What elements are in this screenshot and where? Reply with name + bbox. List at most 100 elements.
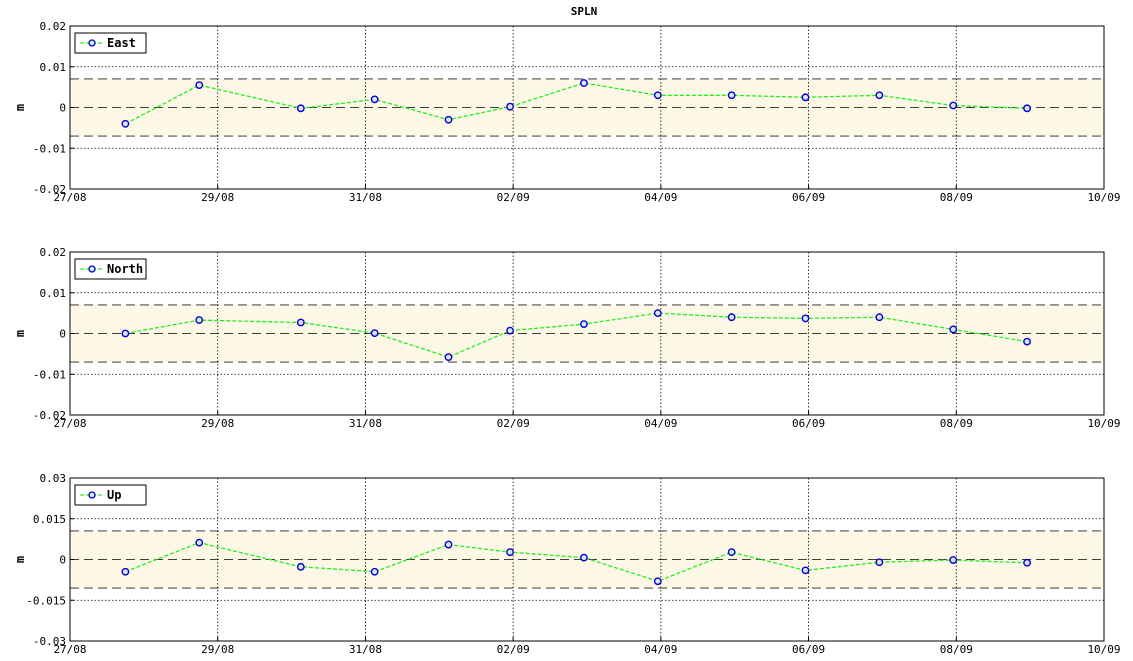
x-tick-label: 06/09 bbox=[792, 191, 825, 204]
plot-frame bbox=[69, 251, 1105, 416]
y-tick-label: -0.03 bbox=[33, 635, 66, 648]
data-point bbox=[506, 548, 514, 557]
data-point bbox=[506, 326, 514, 335]
x-tick-label: 02/09 bbox=[497, 643, 530, 656]
x-tick-label: 10/09 bbox=[1087, 191, 1120, 204]
x-tick-label: 06/09 bbox=[792, 643, 825, 656]
data-point bbox=[653, 309, 662, 318]
x-tick-label: 10/09 bbox=[1087, 417, 1120, 430]
data-point bbox=[370, 329, 379, 337]
data-point bbox=[949, 101, 958, 110]
data-point bbox=[580, 79, 588, 87]
y-tick-label: 0 bbox=[59, 102, 66, 115]
x-tick-label: 27/08 bbox=[53, 191, 86, 204]
data-point bbox=[949, 556, 958, 564]
x-tick-label: 08/09 bbox=[940, 191, 973, 204]
legend-box bbox=[74, 484, 147, 506]
legend-marker bbox=[88, 491, 96, 499]
x-tick-label: 04/09 bbox=[644, 191, 677, 204]
y-tick-label: 0.01 bbox=[40, 287, 67, 300]
data-point bbox=[195, 316, 204, 324]
x-tick-label: 04/09 bbox=[644, 643, 677, 656]
data-point bbox=[506, 102, 514, 111]
x-tick-label: 08/09 bbox=[940, 643, 973, 656]
x-tick-label: 29/08 bbox=[201, 643, 234, 656]
x-tick-label: 31/08 bbox=[349, 417, 382, 430]
legend-marker bbox=[88, 39, 96, 47]
panel-east: 27/08 29/08 31/08 02/09 04/09 06/09 08/09 10/09… bbox=[13, 20, 1121, 204]
data-point bbox=[801, 93, 810, 102]
y-tick-label: 0 bbox=[59, 328, 66, 341]
plot-frame bbox=[69, 25, 1105, 190]
data-point bbox=[727, 313, 736, 322]
y-tick-label: -0.02 bbox=[33, 409, 66, 422]
legend-label: East bbox=[107, 36, 136, 50]
y-tick-label: 0 bbox=[59, 554, 66, 567]
x-tick-label: 31/08 bbox=[349, 643, 382, 656]
data-point bbox=[370, 95, 379, 104]
panel-up: 27/08 29/08 31/08 02/09 04/09 06/09 08/09 10/09… bbox=[13, 472, 1121, 656]
y-tick-label: -0.01 bbox=[33, 142, 66, 155]
figure-title: SPLN bbox=[571, 5, 598, 18]
legend: North bbox=[74, 258, 147, 280]
y-tick-label: 0.01 bbox=[40, 61, 67, 74]
data-point bbox=[444, 353, 453, 362]
plot-frame bbox=[69, 477, 1105, 642]
legend: Up bbox=[74, 484, 147, 506]
x-tick-label: 27/08 bbox=[53, 643, 86, 656]
x-tick-label: 29/08 bbox=[201, 417, 234, 430]
data-point bbox=[727, 548, 736, 557]
data-point bbox=[121, 119, 130, 128]
panel-north: 27/08 29/08 31/08 02/09 04/09 06/09 08/09 10/09… bbox=[13, 246, 1121, 430]
data-point bbox=[653, 577, 662, 586]
data-point bbox=[1023, 558, 1031, 567]
legend-label: Up bbox=[107, 488, 121, 502]
data-point bbox=[195, 538, 204, 547]
data-point bbox=[875, 558, 884, 567]
data-point bbox=[580, 553, 588, 562]
x-tick-label: 02/09 bbox=[497, 191, 530, 204]
y-axis-label: m bbox=[13, 556, 27, 563]
x-tick-label: 10/09 bbox=[1087, 643, 1120, 656]
data-point bbox=[370, 567, 379, 576]
y-axis-label: m bbox=[13, 104, 27, 111]
data-point bbox=[653, 91, 662, 100]
data-point bbox=[296, 318, 305, 327]
data-point bbox=[801, 314, 810, 323]
y-axis-label: m bbox=[13, 330, 27, 337]
data-point bbox=[727, 91, 736, 100]
data-point bbox=[121, 329, 130, 338]
y-tick-label: -0.02 bbox=[33, 183, 66, 196]
legend-box bbox=[74, 32, 147, 54]
data-point bbox=[195, 81, 204, 89]
data-point bbox=[296, 104, 305, 113]
y-tick-label: 0.03 bbox=[40, 472, 67, 485]
data-point bbox=[1023, 337, 1031, 346]
legend-marker bbox=[88, 265, 96, 273]
data-point bbox=[444, 540, 453, 549]
legend: East bbox=[74, 32, 147, 54]
x-tick-label: 04/09 bbox=[644, 417, 677, 430]
y-tick-label: 0.02 bbox=[40, 246, 67, 259]
data-point bbox=[121, 567, 130, 576]
y-tick-label: 0.015 bbox=[33, 513, 66, 526]
x-tick-label: 29/08 bbox=[201, 191, 234, 204]
y-tick-label: -0.01 bbox=[33, 368, 66, 381]
x-tick-label: 08/09 bbox=[940, 417, 973, 430]
data-point bbox=[1023, 104, 1031, 113]
legend-box bbox=[74, 258, 147, 280]
data-point bbox=[801, 566, 810, 575]
data-point bbox=[875, 313, 884, 322]
x-tick-label: 06/09 bbox=[792, 417, 825, 430]
data-point bbox=[580, 320, 588, 329]
x-tick-label: 02/09 bbox=[497, 417, 530, 430]
legend-label: North bbox=[107, 262, 143, 276]
data-point bbox=[949, 325, 958, 334]
data-point bbox=[875, 91, 884, 100]
y-tick-label: -0.015 bbox=[26, 594, 66, 607]
x-tick-label: 27/08 bbox=[53, 417, 86, 430]
data-point bbox=[296, 562, 305, 571]
x-tick-label: 31/08 bbox=[349, 191, 382, 204]
y-tick-label: 0.02 bbox=[40, 20, 67, 33]
